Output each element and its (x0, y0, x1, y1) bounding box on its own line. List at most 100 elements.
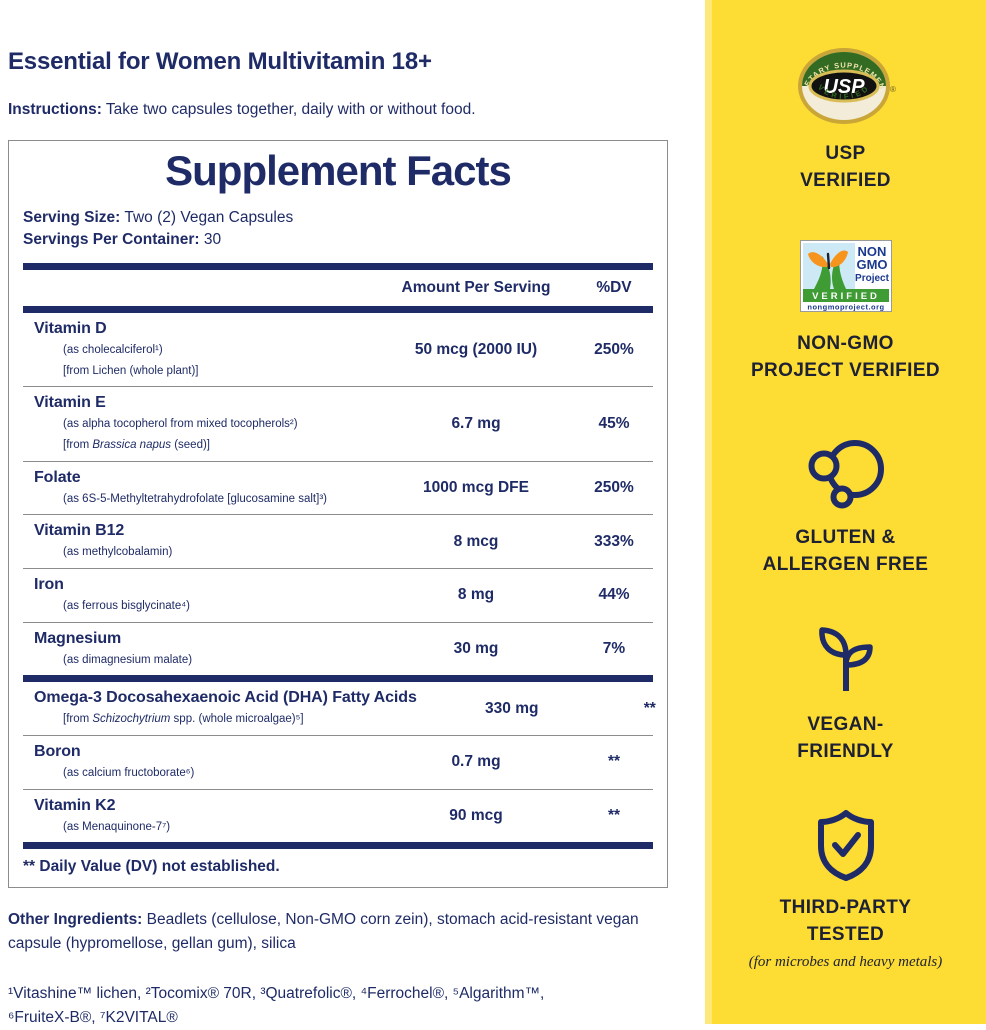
nutrient-amount: 30 mg (453, 640, 499, 658)
nutrient-row: Boron (as calcium fructoborate⁶) 0.7 mg ** (9, 736, 667, 789)
nutrient-dv: ** (643, 699, 656, 717)
nutrient-name-cell: Vitamin E (as alpha tocopherol from mixed… (9, 394, 381, 453)
nutrient-amount: 8 mcg (453, 532, 499, 550)
nutrient-dv: ** (607, 753, 621, 771)
divider-thin (23, 460, 653, 462)
divider-thick (23, 263, 653, 270)
label-panel: Essential for Women Multivitamin 18+ Ins… (8, 48, 705, 1026)
nutrient-source: [from Lichen (whole plant)] (63, 364, 199, 377)
certification-sidebar: DIETARY SUPPLEMENT USP VERIFIED ® USP VE… (705, 0, 986, 1024)
nutrient-name-cell: Omega-3 Docosahexaenoic Acid (DHA) Fatty… (9, 689, 417, 728)
gluten-allergen-free-icon (705, 436, 986, 512)
facts-column-headers: Amount Per Serving %DV (9, 270, 667, 306)
nutrient-name: Magnesium (34, 629, 122, 647)
nutrient-dv: 7% (602, 640, 626, 658)
nutrient-name: Boron (34, 743, 81, 761)
column-header-amount: Amount Per Serving (401, 279, 551, 296)
sidebar-edge-highlight (705, 0, 712, 1024)
nutrient-name: Omega-3 Docosahexaenoic Acid (DHA) Fatty… (34, 689, 417, 707)
nutrient-source: (as Menaquinone-7⁷) (63, 820, 171, 833)
svg-text:Project: Project (855, 273, 890, 284)
non-gmo-label: NON-GMO PROJECT VERIFIED (750, 333, 941, 381)
nutrient-name: Vitamin B12 (34, 522, 125, 540)
divider-thin (23, 735, 653, 737)
other-ingredients: Other Ingredients: Beadlets (cellulose, … (8, 908, 656, 955)
nutrient-amount: 50 mcg (2000 IU) (414, 340, 538, 358)
nutrient-row: Vitamin K2 (as Menaquinone-7⁷) 90 mcg ** (9, 790, 667, 843)
nutrient-row: Vitamin D (as cholecalciferol¹) [from Lich… (9, 313, 667, 386)
supplement-facts-panel: Supplement Facts Serving Size: Two (2) V… (8, 140, 668, 889)
nutrient-dv: 333% (594, 532, 634, 550)
svg-text:GMO: GMO (856, 257, 887, 272)
nutrient-name: Vitamin D (34, 320, 107, 337)
nutrient-source: (as alpha tocopherol from mixed tocopher… (63, 418, 298, 431)
nutrient-name-cell: Vitamin K2 (as Menaquinone-7⁷) (9, 797, 381, 836)
dv-footnote: ** Daily Value (DV) not established. (23, 858, 280, 876)
nutrient-source: [from Brassica napus (seed)] (63, 439, 211, 452)
nutrient-row: Magnesium (as dimagnesium malate) 30 mg 7% (9, 623, 667, 676)
servings-label: Servings Per Container: (23, 231, 200, 248)
nutrient-source: (as cholecalciferol¹) (63, 344, 163, 356)
divider-thin (23, 568, 653, 570)
nutrient-source: (as dimagnesium malate) (63, 653, 193, 666)
divider-thin (23, 514, 653, 516)
tested-note: (for microbes and heavy metals) (748, 954, 943, 970)
usp-verified-label: USP VERIFIED (800, 143, 891, 191)
nutrient-dv: ** (607, 807, 621, 825)
nutrient-dv: 250% (594, 340, 634, 358)
nutrient-name-cell: Iron (as ferrous bisglycinate⁴) (9, 576, 381, 615)
divider-thin (23, 621, 653, 623)
nutrient-row: Iron (as ferrous bisglycinate⁴) 8 mg 44% (9, 569, 667, 622)
nutrient-name-cell: Vitamin D (as cholecalciferol¹) [from Lich… (9, 320, 381, 379)
nutrient-amount: 6.7 mg (451, 415, 501, 433)
svg-text:NON: NON (857, 244, 886, 259)
divider-thin (23, 788, 653, 790)
serving-size-value: Two (2) Vegan Capsules (120, 209, 294, 226)
nutrient-name: Vitamin E (34, 394, 106, 412)
nutrient-name: Vitamin K2 (34, 796, 116, 814)
nutrient-amount: 90 mcg (449, 807, 503, 825)
nutrient-name: Folate (34, 468, 81, 486)
nutrient-source: (as calcium fructoborate⁶) (63, 767, 195, 780)
divider-thick (23, 675, 653, 683)
column-header-dv: %DV (596, 279, 632, 296)
svg-text:VERIFIED: VERIFIED (812, 291, 880, 302)
nutrient-name-cell: Magnesium (as dimagnesium malate) (9, 630, 381, 669)
instructions-text: Take two capsules together, daily with o… (101, 101, 476, 118)
nutrient-amount: 8 mg (457, 586, 495, 604)
usp-seal-icon: DIETARY SUPPLEMENT USP VERIFIED ® (705, 42, 986, 130)
nutrient-dv: 45% (598, 415, 630, 433)
nutrient-name-cell: Boron (as calcium fructoborate⁶) (9, 743, 381, 782)
nutrient-dv: 44% (598, 586, 630, 604)
gluten-allergen-free-label: GLUTEN & ALLERGEN FREE (762, 527, 929, 575)
svg-text:®: ® (890, 85, 896, 94)
page-title: Essential for Women Multivitamin 18+ (8, 48, 432, 75)
nutrient-source: [from Schizochytrium spp. (whole microal… (63, 713, 304, 726)
servings-value: 30 (199, 231, 222, 248)
svg-text:nongmoproject.org: nongmoproject.org (807, 303, 884, 312)
facts-rows: Vitamin D (as cholecalciferol¹) [from Lich… (9, 313, 667, 850)
instructions: Instructions: Take two capsules together… (8, 101, 705, 119)
other-ingredients-label: Other Ingredients: (8, 911, 143, 929)
third-party-tested-label: THIRD-PARTY TESTED (779, 897, 912, 945)
nutrient-name-cell: Folate (as 6S-5-Methyltetrahydrofolate [g… (9, 469, 381, 508)
serving-size-label: Serving Size: (23, 209, 121, 226)
nutrient-amount: 0.7 mg (451, 753, 501, 771)
nutrient-row: Vitamin B12 (as methylcobalamin) 8 mcg 333% (9, 515, 667, 568)
nutrient-source: (as methylcobalamin) (63, 546, 173, 559)
vegan-sprout-icon (705, 624, 986, 694)
vegan-friendly-label: VEGAN- FRIENDLY (797, 714, 894, 762)
non-gmo-seal-icon: NON GMO Project VERIFIED nongmoproject.o… (705, 240, 986, 312)
other-ingredients-text: Beadlets (cellulose, Non-GMO corn zein),… (8, 911, 639, 952)
trademark-footnotes: ¹Vitashine™ lichen, ²Tocomix® 70R, ³Quat… (8, 984, 545, 1026)
nutrient-name: Iron (34, 576, 64, 594)
serving-size: Serving Size: Two (2) Vegan Capsules (9, 207, 667, 229)
nutrient-dv: 250% (594, 479, 634, 497)
nutrient-source: (as ferrous bisglycinate⁴) (63, 600, 191, 613)
nutrient-row: Folate (as 6S-5-Methyltetrahydrofolate [g… (9, 462, 667, 515)
nutrient-name-cell: Vitamin B12 (as methylcobalamin) (9, 522, 381, 561)
instructions-label: Instructions: (8, 101, 102, 118)
svg-text:USP: USP (823, 76, 865, 98)
divider-thick (23, 306, 653, 313)
nutrient-row: Vitamin E (as alpha tocopherol from mixed… (9, 387, 667, 460)
